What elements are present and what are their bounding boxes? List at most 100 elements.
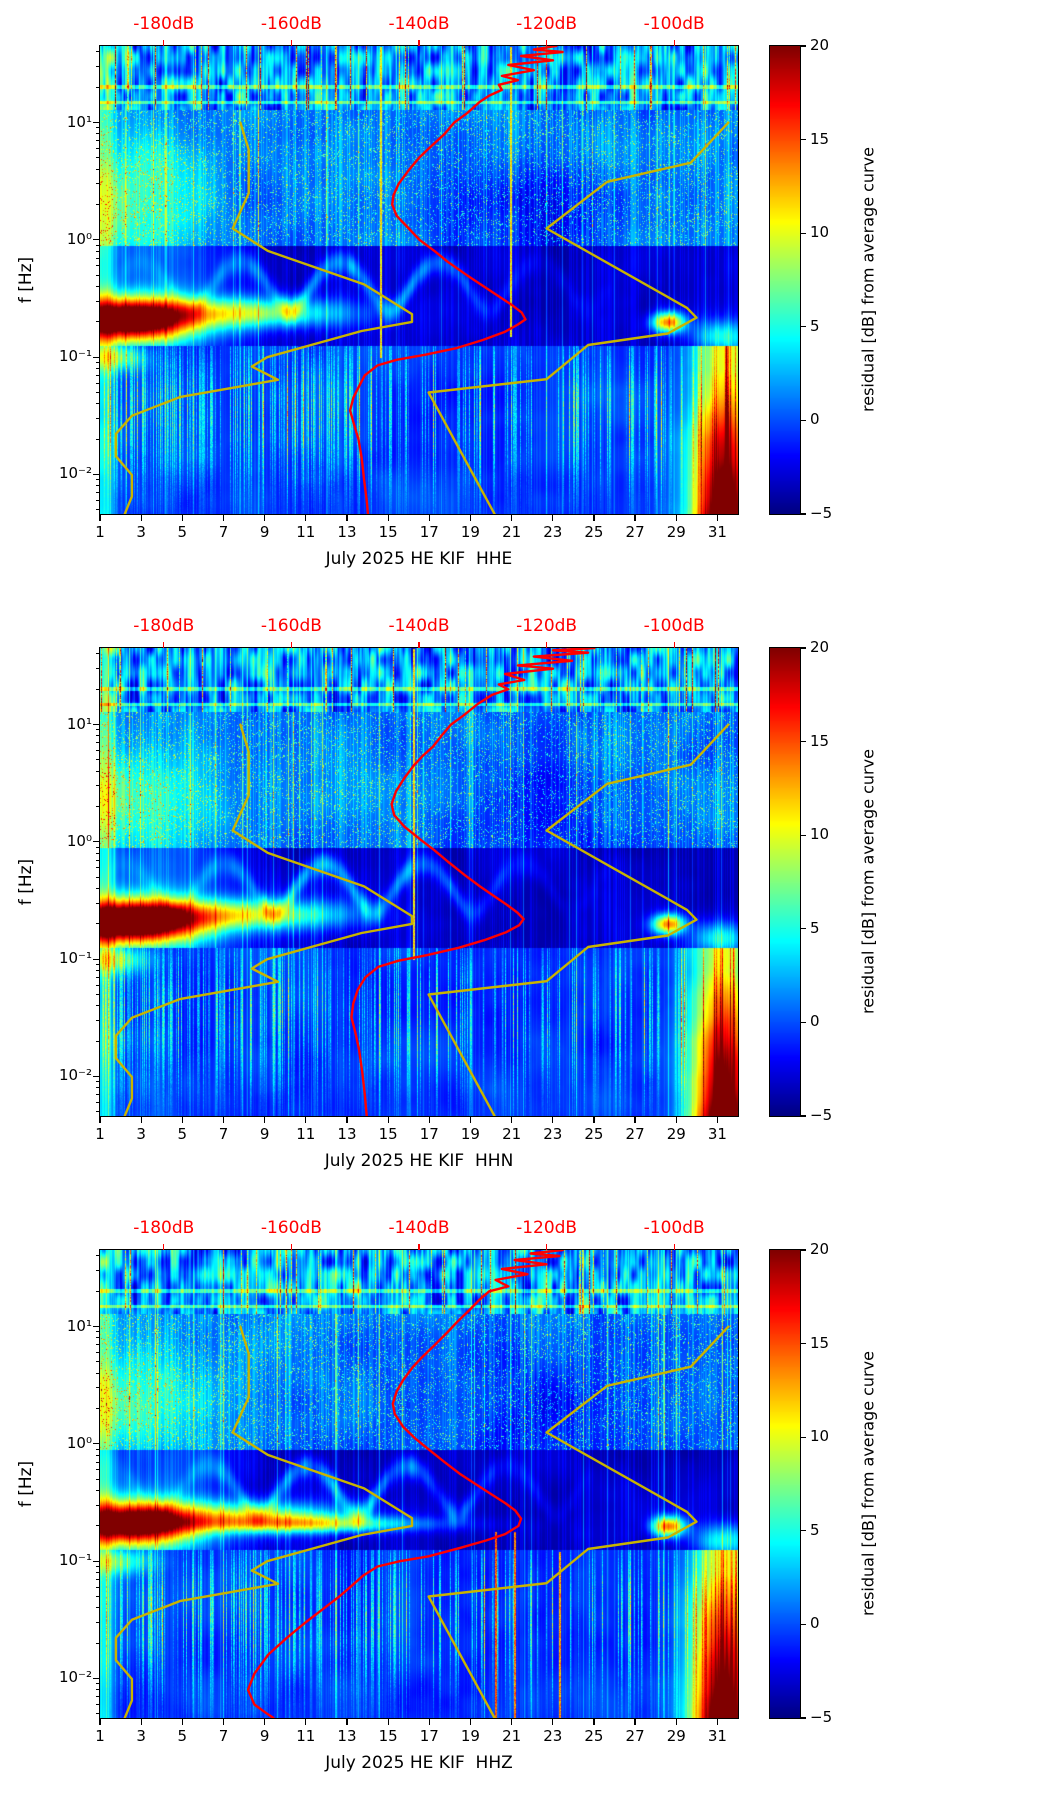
y-minor-tick <box>96 750 100 752</box>
y-tick <box>93 473 100 476</box>
x-tick <box>346 1719 348 1725</box>
y-minor-tick <box>96 1005 100 1007</box>
y-minor-tick <box>96 321 100 323</box>
x-tick <box>305 1719 307 1725</box>
x-tick-label: 13 <box>337 523 357 541</box>
y-minor-tick <box>96 1081 100 1083</box>
top-axis-tick <box>163 40 165 46</box>
spectrogram-canvas-hhe <box>100 46 738 514</box>
y-tick-label: 10⁻² <box>58 1668 92 1687</box>
x-tick-label: 23 <box>543 1727 563 1745</box>
y-minor-tick <box>96 852 100 854</box>
y-minor-tick <box>96 1572 100 1574</box>
colorbar-tick-label: 5 <box>810 918 820 937</box>
y-minor-tick <box>96 417 100 419</box>
y-minor-tick <box>96 1713 100 1715</box>
y-minor-tick <box>96 1019 100 1021</box>
colorbar-tick-label: 0 <box>810 410 820 429</box>
x-tick <box>387 1719 389 1725</box>
colorbar-tick-label: 5 <box>810 1520 820 1539</box>
y-minor-tick <box>96 244 100 246</box>
x-tick <box>634 1719 636 1725</box>
colorbar-tick-label: 20 <box>810 1240 830 1258</box>
x-tick <box>346 515 348 521</box>
x-tick-label: 3 <box>136 1125 146 1143</box>
x-tick <box>387 1117 389 1123</box>
x-tick <box>428 515 430 521</box>
top-axis-tick <box>163 642 165 648</box>
y-minor-tick <box>96 1344 100 1346</box>
x-axis-title-hhz: July 2025 HE KIF HHZ <box>325 1753 513 1773</box>
colorbar-tick <box>801 139 806 141</box>
top-axis-tick <box>673 642 675 648</box>
y-tick-label: 10⁻¹ <box>58 1551 92 1570</box>
x-tick <box>181 515 183 521</box>
y-minor-tick <box>96 362 100 364</box>
y-minor-tick <box>96 1094 100 1096</box>
x-tick <box>593 1117 595 1123</box>
x-tick <box>264 1719 266 1725</box>
colorbar-tick-label: 10 <box>810 825 830 844</box>
colorbar-tick-label: 0 <box>810 1614 820 1633</box>
x-tick <box>675 1719 677 1725</box>
top-axis-tick <box>546 642 548 648</box>
nhnm-noise-model-curve <box>427 121 730 514</box>
colorbar-tick <box>801 45 806 47</box>
y-minor-tick <box>96 1607 100 1609</box>
x-tick <box>346 1117 348 1123</box>
colorbar-tick-label: −5 <box>810 1708 833 1726</box>
x-tick <box>222 1719 225 1725</box>
x-tick-label: 15 <box>378 523 398 541</box>
top-axis-tick <box>290 1244 292 1250</box>
colorbar-hhz <box>769 1249 801 1719</box>
y-minor-tick <box>96 1490 100 1492</box>
x-tick-label: 21 <box>502 1727 522 1745</box>
x-tick-label: 9 <box>259 1125 270 1143</box>
x-tick-label: 25 <box>584 523 604 541</box>
y-minor-tick <box>96 382 100 384</box>
y-minor-tick <box>96 157 100 159</box>
top-axis-label: -180dB <box>133 14 195 34</box>
y-minor-tick <box>96 1683 100 1685</box>
y-minor-tick <box>96 888 100 890</box>
y-minor-tick <box>96 1454 100 1456</box>
y-minor-tick <box>96 1586 100 1588</box>
colorbar-tick <box>801 419 806 421</box>
y-minor-tick <box>96 492 100 494</box>
top-axis-label: -180dB <box>133 616 195 636</box>
x-tick-label: 27 <box>625 523 645 541</box>
y-minor-tick <box>96 1525 100 1527</box>
y-minor-tick <box>96 479 100 481</box>
y-minor-tick <box>96 250 100 252</box>
y-axis-label: f [Hz] <box>16 858 36 906</box>
y-minor-tick <box>96 509 100 511</box>
x-tick-label: 11 <box>296 523 316 541</box>
y-minor-tick <box>96 1504 100 1506</box>
y-minor-tick <box>96 742 100 744</box>
x-tick <box>181 1117 183 1123</box>
x-tick <box>716 515 718 521</box>
colorbar-tick <box>801 647 806 649</box>
x-tick-label: 17 <box>419 1727 439 1745</box>
x-tick <box>99 1117 101 1123</box>
y-minor-tick <box>96 806 100 808</box>
y-minor-tick <box>96 127 100 129</box>
x-tick <box>634 1117 636 1123</box>
x-tick <box>264 1117 266 1123</box>
y-minor-tick <box>96 993 100 995</box>
y-minor-tick <box>96 923 100 925</box>
top-axis-label: -120dB <box>516 1218 578 1238</box>
x-axis-title-hhe: July 2025 HE KIF HHE <box>325 549 513 569</box>
colorbar-tick <box>801 1436 806 1438</box>
y-minor-tick <box>96 729 100 731</box>
y-minor-tick <box>96 1578 100 1580</box>
y-minor-tick <box>96 140 100 142</box>
colorbar-label-hhn: residual [dB] from average curve <box>858 749 878 1014</box>
x-tick-label: 5 <box>177 523 188 541</box>
y-minor-tick <box>96 970 100 972</box>
top-axis-tick <box>290 40 292 46</box>
y-minor-tick <box>96 391 100 393</box>
y-tick <box>93 1075 100 1078</box>
x-tick <box>469 515 472 521</box>
y-minor-tick <box>96 1087 100 1089</box>
